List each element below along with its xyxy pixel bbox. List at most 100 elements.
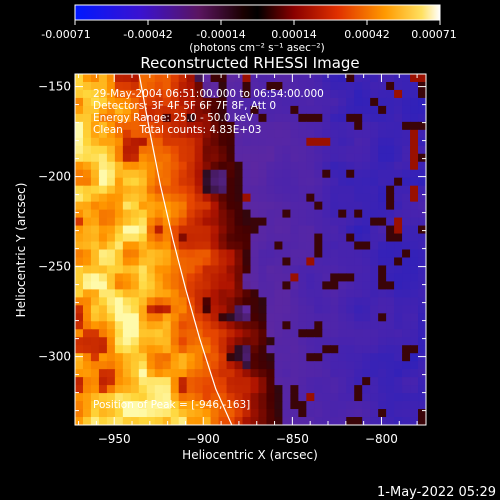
heatmap-cell	[170, 305, 180, 314]
heatmap-cell	[394, 129, 403, 139]
heatmap-cell	[386, 249, 395, 259]
heatmap-cell	[346, 345, 355, 354]
heatmap-cell	[330, 273, 339, 283]
heatmap-cell	[306, 145, 315, 155]
heatmap-cell	[114, 233, 124, 243]
heatmap-cell	[258, 89, 268, 99]
heatmap-cell	[82, 345, 92, 354]
heatmap-cell	[394, 313, 403, 322]
heatmap-cell	[394, 137, 403, 147]
heatmap-cell	[330, 281, 339, 290]
heatmap-cell	[378, 329, 387, 338]
heatmap-cell	[402, 353, 411, 362]
heatmap-cell	[354, 353, 363, 362]
heatmap-cell	[194, 257, 204, 267]
heatmap-cell	[394, 201, 403, 211]
heatmap-cell	[114, 401, 124, 410]
y-tick-label: −300	[38, 350, 71, 364]
heatmap-cell	[130, 241, 140, 251]
heatmap-cell	[258, 193, 268, 203]
heatmap-cell	[250, 249, 260, 259]
heatmap-cell	[186, 393, 196, 402]
heatmap-cell	[106, 121, 116, 131]
heatmap-cell	[234, 209, 244, 219]
heatmap-cell	[306, 329, 315, 338]
heatmap-cell	[274, 273, 284, 283]
heatmap-cell	[298, 145, 307, 155]
heatmap-cell	[418, 417, 426, 425]
heatmap-cell	[162, 345, 172, 354]
heatmap-cell	[210, 177, 220, 187]
heatmap-cell	[114, 265, 124, 275]
heatmap-cell	[226, 161, 236, 171]
heatmap-cell	[138, 377, 148, 386]
heatmap-cell	[330, 185, 339, 195]
heatmap-cell	[114, 353, 124, 362]
heatmap-cell	[258, 385, 268, 394]
heatmap-cell	[346, 74, 355, 83]
heatmap-cell	[298, 169, 307, 179]
heatmap-cell	[394, 305, 403, 314]
heatmap-cell	[354, 297, 363, 306]
heatmap-cell	[98, 153, 108, 163]
heatmap-cell	[298, 385, 307, 394]
heatmap-cell	[386, 353, 395, 362]
heatmap-cell	[386, 193, 395, 203]
heatmap-cell	[90, 385, 100, 394]
heatmap-cell	[266, 241, 276, 251]
heatmap-cell	[402, 217, 411, 227]
heatmap-cell	[75, 201, 84, 211]
heatmap-cell	[306, 217, 315, 227]
heatmap-cell	[210, 225, 220, 235]
heatmap-cell	[250, 281, 260, 290]
heatmap-cell	[178, 281, 188, 290]
heatmap-cell	[75, 129, 84, 139]
heatmap-cell	[242, 137, 252, 147]
heatmap-cell	[234, 137, 244, 147]
heatmap-cell	[402, 201, 411, 211]
heatmap-cell	[242, 249, 252, 259]
heatmap-cell	[258, 289, 268, 298]
heatmap-cell	[186, 169, 196, 179]
heatmap-cell	[386, 225, 395, 235]
heatmap-cell	[194, 249, 204, 259]
heatmap-cell	[98, 201, 108, 211]
heatmap-cell	[290, 185, 299, 195]
heatmap-cell	[82, 105, 92, 115]
heatmap-cell	[154, 74, 164, 83]
heatmap-cell	[202, 265, 212, 275]
heatmap-cell	[346, 353, 355, 362]
heatmap-cell	[130, 193, 140, 203]
heatmap-cell	[178, 225, 188, 235]
heatmap-cell	[298, 417, 307, 425]
heatmap-cell	[410, 185, 419, 195]
heatmap-cell	[202, 121, 212, 131]
heatmap-cell	[210, 377, 220, 386]
heatmap-cell	[82, 385, 92, 394]
heatmap-cell	[298, 377, 307, 386]
heatmap-cell	[154, 217, 164, 227]
heatmap-cell	[210, 153, 220, 163]
heatmap-cell	[170, 201, 180, 211]
x-tick-label: −950	[98, 432, 131, 446]
annotation-detectors: Detectors: 3F 4F 5F 6F 7F 8F, Att 0	[93, 100, 276, 112]
heatmap-cell	[402, 305, 411, 314]
heatmap-cell	[202, 305, 212, 314]
heatmap-cell	[130, 161, 140, 171]
heatmap-cell	[362, 137, 371, 147]
heatmap-cell	[306, 113, 315, 123]
heatmap-cell	[410, 201, 419, 211]
heatmap-cell	[218, 81, 228, 91]
heatmap-cell	[322, 313, 331, 322]
heatmap-cell	[314, 409, 323, 418]
heatmap-cell	[130, 177, 140, 187]
heatmap-cell	[202, 225, 212, 235]
heatmap-cell	[154, 401, 164, 410]
heatmap-cell	[226, 361, 236, 370]
heatmap-cell	[266, 385, 276, 394]
heatmap-cell	[218, 361, 228, 370]
heatmap-cell	[346, 97, 355, 107]
heatmap-cell	[362, 74, 371, 83]
heatmap-cell	[386, 361, 395, 370]
heatmap-cell	[82, 353, 92, 362]
